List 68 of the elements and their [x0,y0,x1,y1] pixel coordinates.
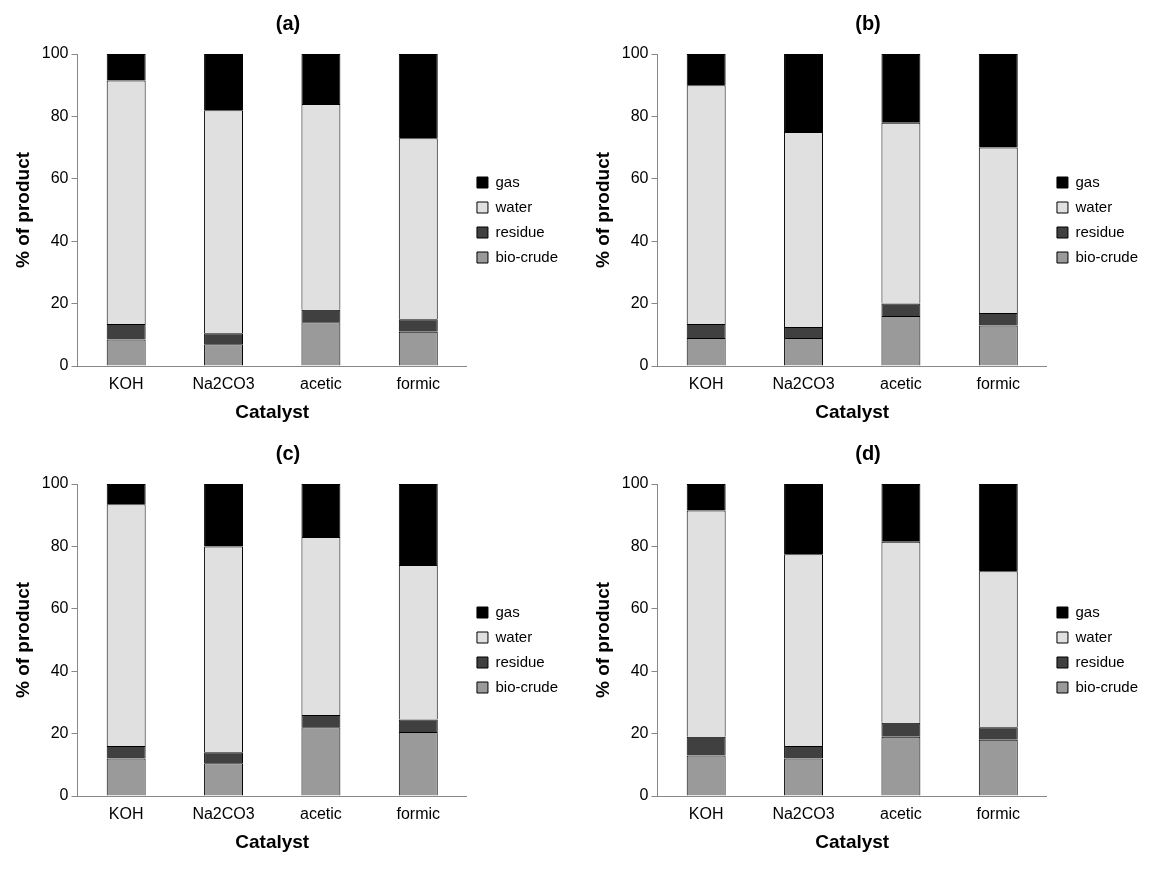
y-tick-label: 80 [50,106,69,124]
x-axis-title: Catalyst [815,400,890,422]
y-tick-label: 100 [621,474,649,492]
x-tick-label: KOH [108,375,144,393]
x-tick-label: formic [396,805,441,823]
y-tick-label: 20 [630,294,649,312]
y-axis-title: % of product [11,151,33,269]
x-tick-label: acetic [300,375,342,393]
y-tick-label: 40 [50,661,69,679]
legend-label: residue [1075,652,1125,670]
y-axis-title: % of product [591,581,613,699]
x-tick-label: Na2CO3 [772,805,835,823]
y-tick-label: 0 [59,786,69,804]
legend-label: residue [495,222,545,240]
y-tick-label: 0 [639,786,649,804]
x-axis-title: Catalyst [235,830,310,852]
y-tick-label: 100 [41,44,69,62]
y-tick-label: 60 [630,599,649,617]
x-tick-label: Na2CO3 [192,805,255,823]
legend-label: gas [495,172,520,190]
chart-title: (b) [855,11,881,34]
chart-title: (d) [855,441,881,464]
legend-label: bio-crude [1075,677,1139,695]
x-axis-title: Catalyst [815,830,890,852]
y-tick-label: 20 [50,294,69,312]
x-tick-label: formic [976,375,1021,393]
y-axis-title: % of product [11,581,33,699]
y-tick-label: 100 [621,44,649,62]
legend-label: residue [495,652,545,670]
x-tick-label: KOH [688,375,724,393]
y-tick-label: 0 [639,356,649,374]
y-tick-label: 60 [630,169,649,187]
x-tick-label: KOH [688,805,724,823]
legend-label: bio-crude [1075,247,1139,265]
y-tick-label: 80 [630,536,649,554]
legend-label: bio-crude [495,677,559,695]
y-tick-label: 60 [50,169,69,187]
y-tick-label: 40 [630,661,649,679]
y-tick-label: 20 [630,724,649,742]
legend-label: water [1074,627,1113,645]
y-tick-label: 100 [41,474,69,492]
x-tick-label: formic [396,375,441,393]
chart-title: (a) [275,11,301,34]
x-tick-label: acetic [300,805,342,823]
x-tick-label: formic [976,805,1021,823]
legend-label: residue [1075,222,1125,240]
y-tick-label: 80 [50,536,69,554]
x-tick-label: acetic [880,375,922,393]
y-axis-title: % of product [591,151,613,269]
legend-label: water [494,627,533,645]
x-tick-label: Na2CO3 [772,375,835,393]
y-tick-label: 80 [630,106,649,124]
x-tick-label: acetic [880,805,922,823]
legend-label: gas [495,602,520,620]
legend-label: bio-crude [495,247,559,265]
legend-label: water [1074,197,1113,215]
legend-label: gas [1075,602,1100,620]
y-tick-label: 60 [50,599,69,617]
legend-label: gas [1075,172,1100,190]
legend-label: water [494,197,533,215]
x-tick-label: Na2CO3 [192,375,255,393]
chart-title: (c) [275,441,301,464]
y-tick-label: 40 [630,231,649,249]
y-tick-label: 40 [50,231,69,249]
y-tick-label: 20 [50,724,69,742]
x-axis-title: Catalyst [235,400,310,422]
x-tick-label: KOH [108,805,144,823]
y-tick-label: 0 [59,356,69,374]
